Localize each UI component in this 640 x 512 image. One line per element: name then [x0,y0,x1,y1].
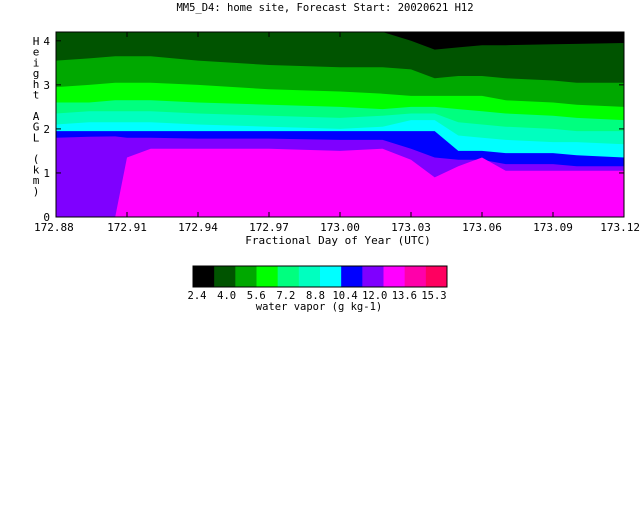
colorbar-swatch [193,266,215,287]
y-label-char: i [33,56,40,69]
colorbar-swatch [298,266,321,287]
colorbar [192,265,448,288]
y-tick-label: 2 [43,123,50,136]
colorbar-swatch [341,266,363,287]
colorbar-tick-label: 8.8 [306,290,325,302]
x-tick-label: 172.91 [107,221,147,234]
y-label-char: t [33,89,40,102]
y-label-char: H [33,35,40,48]
y-label-char: L [33,131,40,144]
x-tick-label: 173.03 [391,221,431,234]
x-tick-label: 172.88 [34,221,74,234]
plot-area [56,32,624,218]
y-label-char: e [33,46,40,59]
y-label-char: k [33,163,40,176]
y-label-char: ( [33,153,40,166]
y-tick-label: 1 [43,167,50,180]
x-axis: 172.88 172.91 172.94 172.97 173.00 173.03 173.… [34,32,640,234]
y-axis: 0 1 2 3 4 [43,35,624,224]
y-tick-label: 0 [43,211,50,224]
colorbar-tick-label: 10.4 [332,290,357,302]
colorbar-tick-label: 12.0 [362,290,387,302]
colorbar-swatch [235,266,257,287]
colorbar-tick-labels: 2.4 4.0 5.6 7.2 8.8 10.4 12.0 13.6 15.3 [188,290,447,302]
colorbar-swatch [256,266,279,287]
x-axis-label: Fractional Day of Year (UTC) [245,234,430,247]
colorbar-swatch [277,266,300,287]
colorbar-swatch [320,266,342,287]
colorbar-swatch [404,266,427,287]
contour-band-9 [56,148,624,217]
colorbar-swatch [362,266,384,287]
y-label-char: ) [33,185,40,198]
x-tick-label: 173.00 [320,221,360,234]
colorbar-tick-label: 15.3 [421,290,446,302]
x-tick-label: 173.12 [600,221,640,234]
y-label-char: G [33,121,40,134]
colorbar-label: water vapor (g kg-1) [256,301,382,313]
x-tick-label: 173.09 [533,221,573,234]
colorbar-tick-label: 7.2 [276,290,295,302]
colorbar-swatch [383,266,406,287]
y-label-char: A [33,110,40,123]
colorbar-swatch [425,266,448,287]
y-label-char: m [33,174,40,187]
colorbar-tick-label: 13.6 [392,290,417,302]
y-tick-label: 4 [43,35,50,48]
y-label-char: g [33,67,40,80]
x-tick-label: 172.97 [249,221,289,234]
chart-title: MM5_D4: home site, Forecast Start: 20020… [176,2,473,14]
y-tick-label: 3 [43,79,50,92]
colorbar-swatch [214,266,236,287]
x-tick-label: 172.94 [178,221,218,234]
y-label-char: h [33,78,40,91]
colorbar-tick-label: 4.0 [217,290,236,302]
colorbar-tick-label: 5.6 [247,290,266,302]
x-tick-label: 173.06 [462,221,502,234]
colorbar-tick-label: 2.4 [188,290,207,302]
colorbar-frame [192,265,448,288]
